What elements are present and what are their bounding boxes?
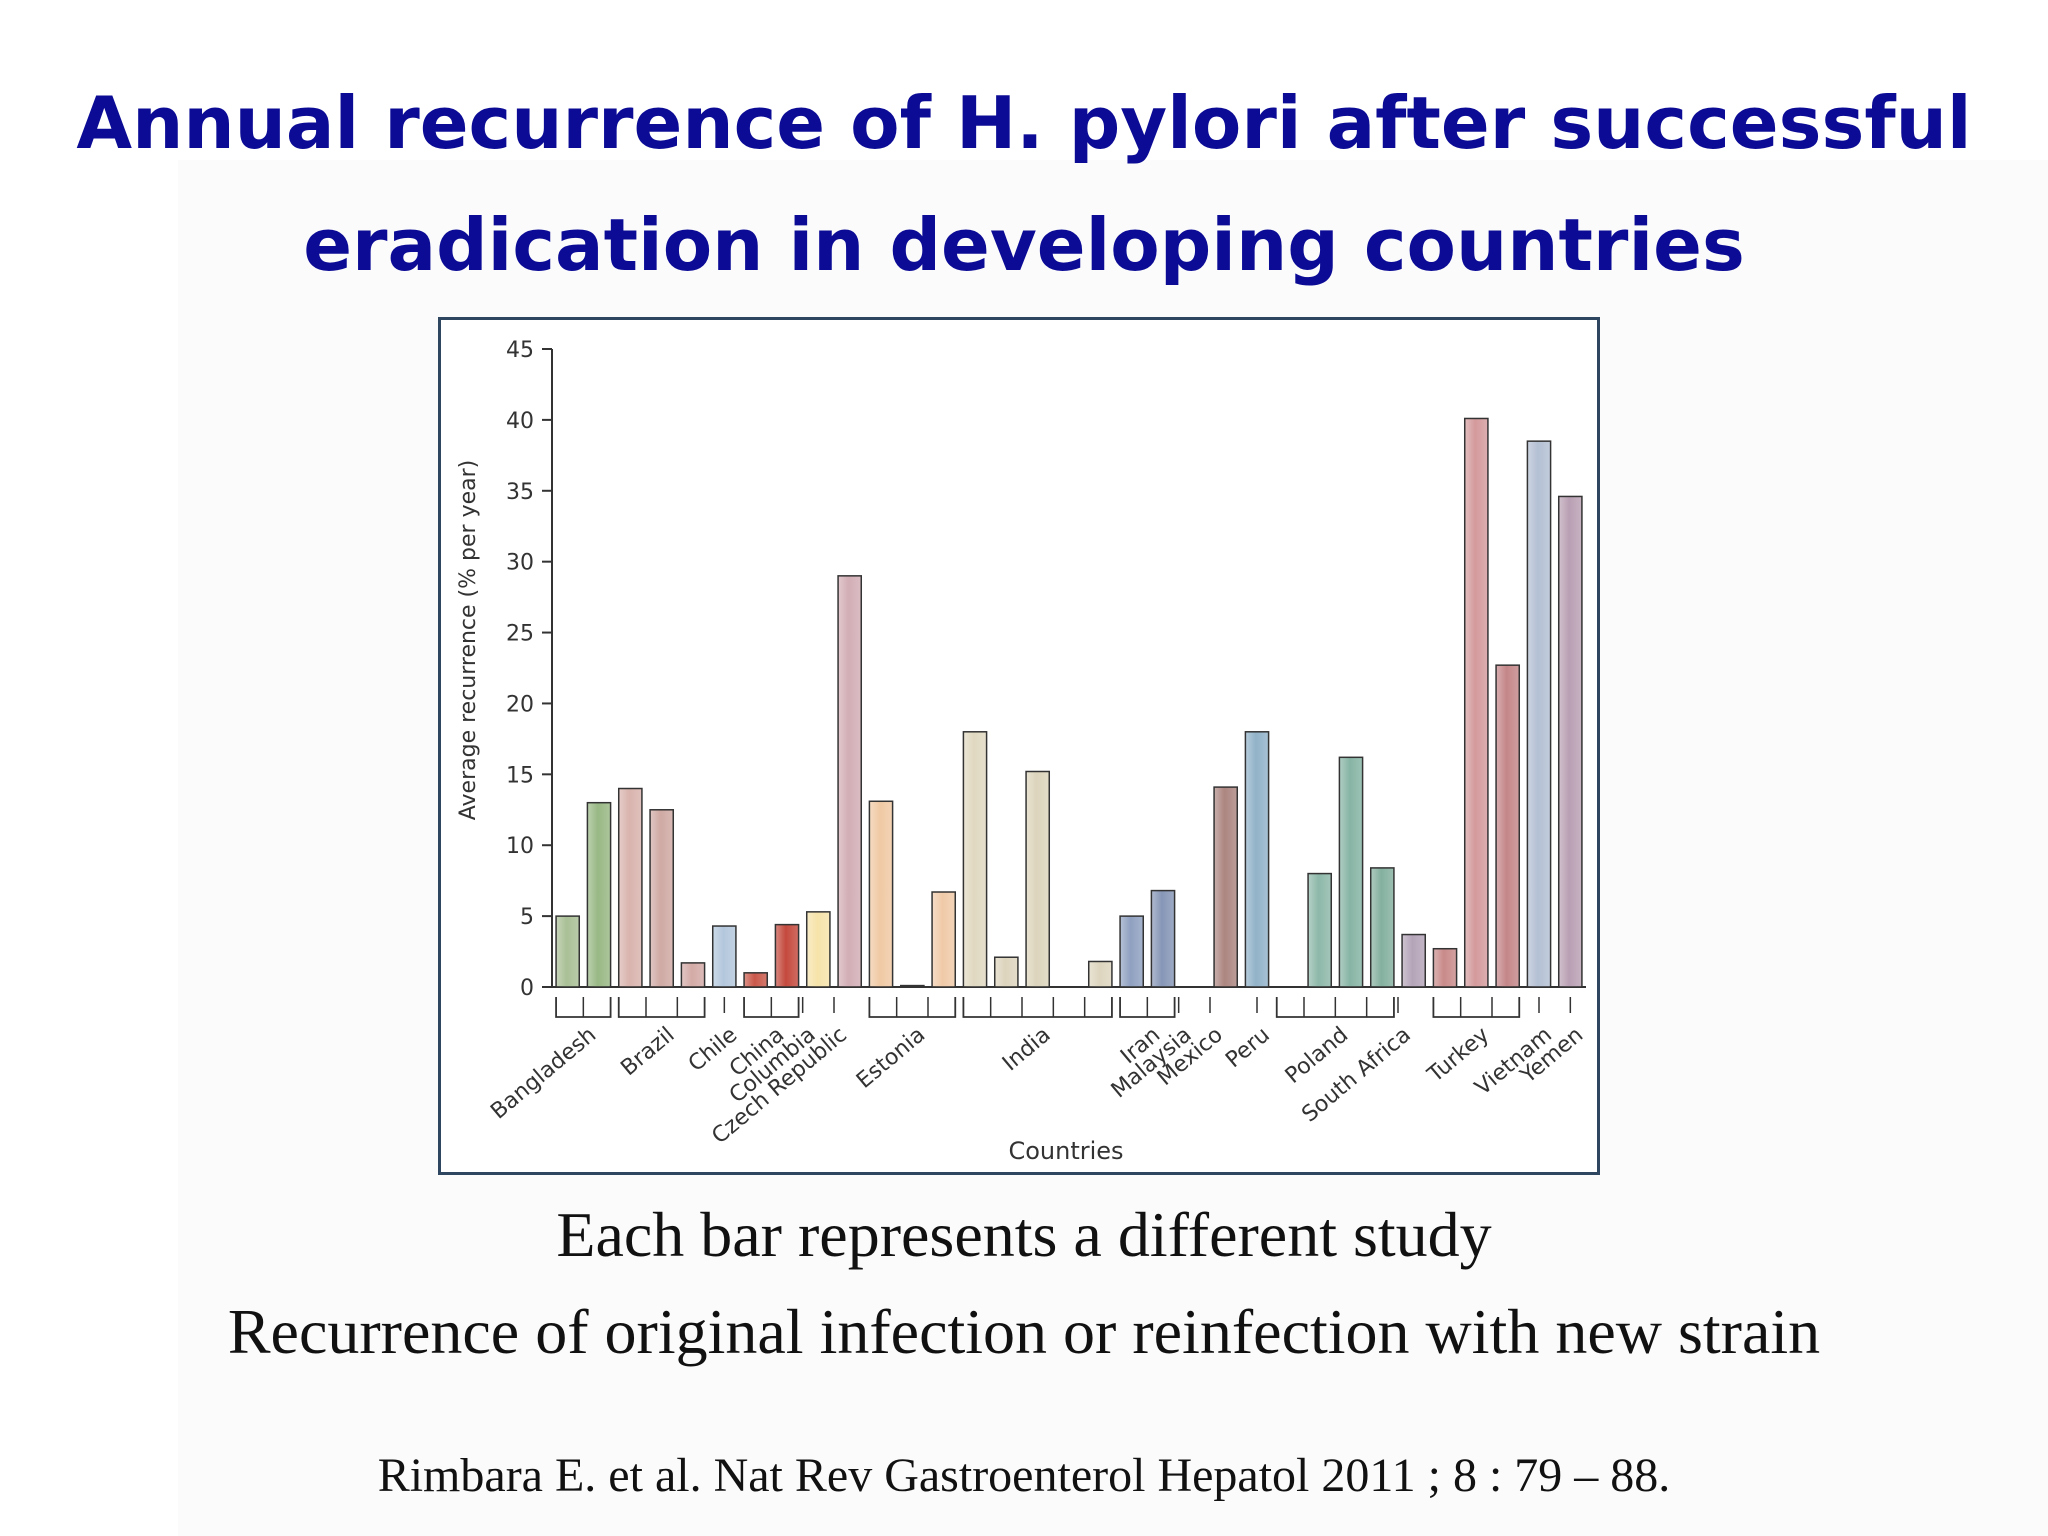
bar-bangladesh [586, 801, 612, 988]
y-tick-label: 20 [506, 692, 534, 717]
bar-estonia [868, 800, 894, 988]
bar-iran [1119, 915, 1145, 988]
bar-estonia [931, 891, 957, 988]
bar-china [743, 972, 769, 988]
bar-mexico [1213, 786, 1239, 988]
y-tick-label: 5 [520, 905, 534, 930]
bracket-turkey [1432, 997, 1521, 1018]
bar-turkey [1463, 417, 1489, 988]
bar-estonia [837, 575, 863, 988]
bar-south-africa [1401, 933, 1427, 988]
citation: Rimbara E. et al. Nat Rev Gastroenterol … [377, 1449, 1671, 1502]
bracket-india [962, 997, 1113, 1018]
bar-india [1087, 960, 1113, 988]
category-label-bangladesh: Bangladesh [486, 1022, 601, 1124]
bar-bangladesh [555, 915, 581, 988]
bar-czech-republic [805, 911, 831, 988]
category-brackets [555, 997, 1572, 1018]
category-label-brazil: Brazil [616, 1022, 679, 1081]
category-label-estonia: Estonia [852, 1022, 930, 1093]
bar-poland [1307, 872, 1333, 988]
bar-peru [1244, 731, 1270, 988]
category-label-south-africa: South Africa [1297, 1022, 1415, 1127]
slide-title-line-1: Annual recurrence of H. pylori after suc… [76, 81, 1972, 165]
bar-india [962, 731, 988, 988]
bar-brazil [617, 787, 643, 988]
bracket-estonia [868, 997, 957, 1018]
bar-poland [1338, 756, 1364, 988]
category-label-peru: Peru [1221, 1022, 1275, 1073]
bar-brazil [649, 809, 675, 988]
bracket-brazil [617, 997, 706, 1018]
y-tick-label: 25 [506, 622, 534, 647]
bar-chile [711, 925, 737, 988]
bar-malaysia [1150, 889, 1176, 988]
y-tick-label: 0 [520, 976, 534, 1001]
y-tick-label: 40 [506, 409, 534, 434]
caption-recurrence: Recurrence of original infection or rein… [227, 1296, 1821, 1367]
bar-india [1025, 770, 1051, 988]
slide-title: Annual recurrence of H. pylori after suc… [0, 62, 2048, 306]
category-label-india: India [998, 1022, 1055, 1076]
y-tick-label: 15 [506, 763, 534, 788]
chart-axes: 0 5 10 15 20 25 30 35 40 45 [506, 338, 1586, 1001]
chart-bars [555, 417, 1583, 988]
bar-vietnam [1526, 440, 1552, 988]
bar-india [993, 956, 1019, 988]
y-tick-label: 45 [506, 338, 534, 363]
x-axis-title: Countries [1008, 1137, 1123, 1165]
chart-frame: 0 5 10 15 20 25 30 35 40 45 Bangladesh Brazil Chile… [438, 317, 1600, 1175]
bar-brazil [680, 962, 706, 988]
bar-turkey [1432, 947, 1458, 988]
bar-poland [1369, 867, 1395, 988]
category-labels: Bangladesh Brazil ChileChinaColumbiaCzech … [486, 1022, 1588, 1149]
y-axis-title: Average recurrence (% per year) [456, 460, 481, 820]
bar-yemen [1557, 495, 1583, 988]
bar-turkey [1495, 664, 1521, 988]
caption-each-bar: Each bar represents a different study [556, 1199, 1492, 1270]
y-tick-label: 30 [506, 551, 534, 576]
y-tick-label: 35 [506, 480, 534, 505]
bar-columbia [774, 923, 800, 988]
slide-title-line-2: eradication in developing countries [303, 203, 1745, 287]
y-tick-label: 10 [506, 834, 534, 859]
bar-estonia [899, 984, 925, 988]
